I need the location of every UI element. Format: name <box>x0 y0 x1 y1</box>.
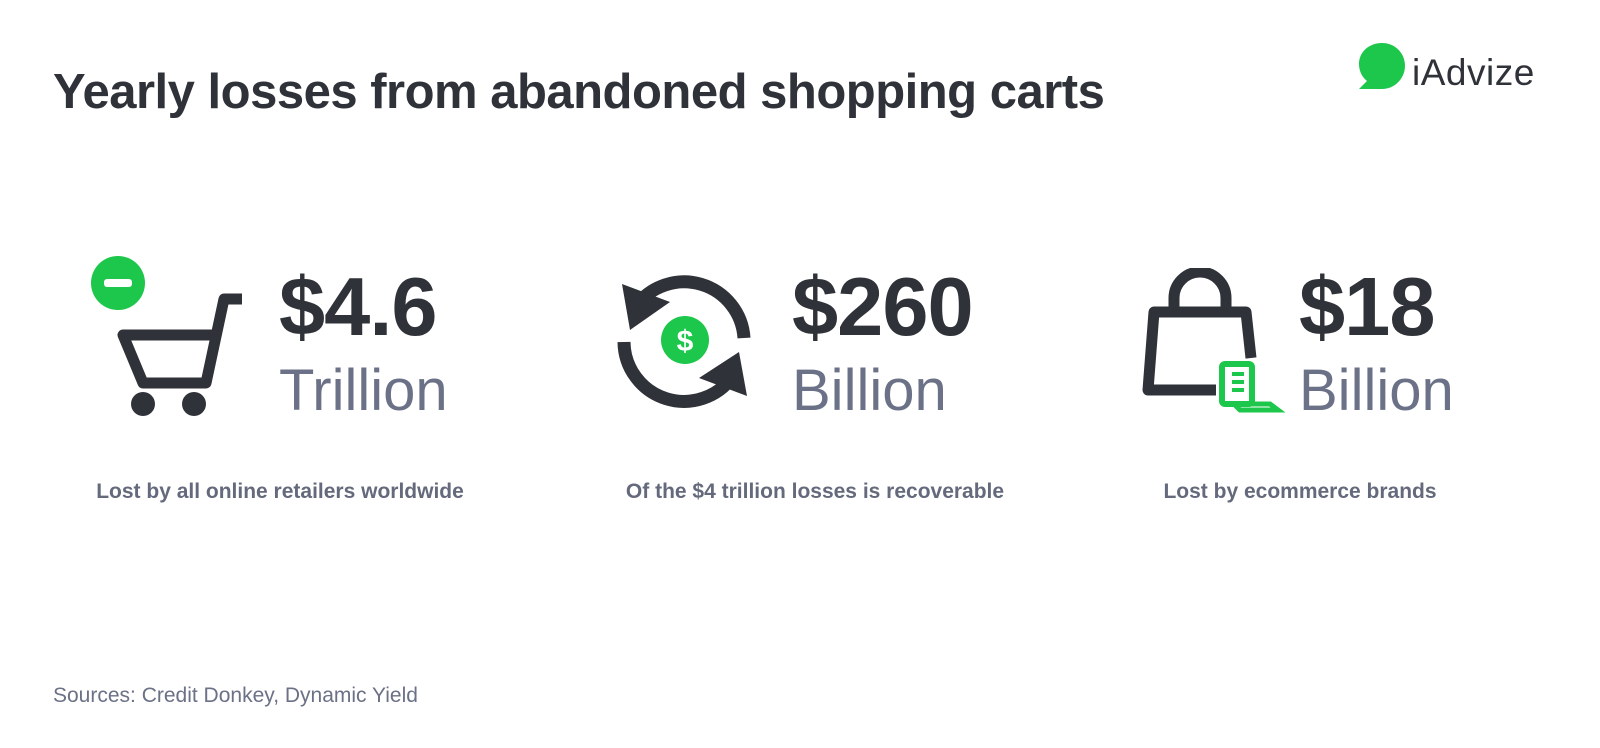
stat-unit: Trillion <box>279 358 448 423</box>
stat-amount: $260 <box>792 260 974 353</box>
refresh-dollar-icon: $ <box>612 268 757 413</box>
brand-logo: iAdvize <box>1356 38 1535 94</box>
stat-amount: $18 <box>1299 260 1435 353</box>
shopping-bag-receipt-icon <box>1140 268 1285 416</box>
stat-unit: Billion <box>792 358 947 423</box>
stat-caption: Lost by ecommerce brands <box>1163 480 1437 503</box>
speech-bubble-icon <box>1359 43 1405 89</box>
sources-note: Sources: Credit Donkey, Dynamic Yield <box>53 684 418 707</box>
stat-caption: Of the $4 trillion losses is recoverable <box>625 480 1005 503</box>
stat-unit: Billion <box>1299 358 1454 423</box>
logo-text: iAdvize <box>1412 52 1535 93</box>
page-title: Yearly losses from abandoned shopping ca… <box>53 65 1105 119</box>
svg-text:$: $ <box>677 325 694 358</box>
stat-amount: $4.6 <box>279 260 438 353</box>
shopping-cart-minus-icon <box>88 255 248 420</box>
stat-caption: Lost by all online retailers worldwide <box>96 480 464 503</box>
